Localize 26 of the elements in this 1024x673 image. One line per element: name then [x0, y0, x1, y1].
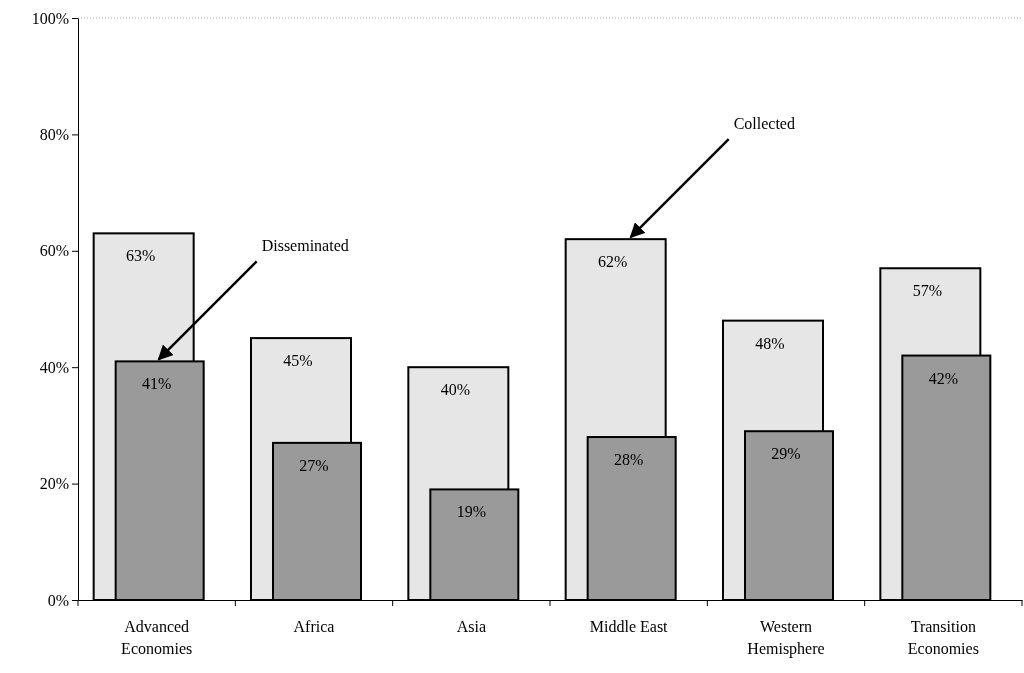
y-tick-label: 100% [31, 9, 69, 27]
y-tick-label: 60% [39, 242, 69, 260]
data-label: 42% [928, 369, 958, 387]
x-tick-label: Advanced Economies [121, 618, 193, 657]
data-label: 63% [126, 247, 156, 265]
data-label: 57% [912, 282, 942, 300]
data-label: 62% [598, 253, 628, 271]
data-label: 48% [755, 334, 785, 352]
data-label: 19% [456, 503, 486, 521]
x-tick-label: Asia [456, 618, 486, 635]
data-label: 27% [299, 456, 329, 474]
y-tick-label: 20% [39, 475, 69, 493]
x-tick-label: Transition Economies [907, 618, 979, 657]
annotation: Collected [733, 115, 795, 133]
data-label: 40% [440, 381, 470, 399]
data-label: 45% [283, 352, 313, 370]
y-tick-label: 0% [47, 591, 69, 609]
x-tick-label: Middle East [589, 618, 669, 635]
x-tick-label: Western Hemisphere [747, 618, 825, 658]
y-tick-label: 40% [39, 358, 69, 376]
annotation: Disseminated [261, 237, 349, 255]
data-label: 41% [142, 375, 172, 393]
x-tick-label: Africa [293, 618, 335, 635]
data-label: 29% [771, 445, 801, 463]
data-label: 28% [614, 451, 644, 469]
y-tick-label: 80% [39, 126, 69, 144]
